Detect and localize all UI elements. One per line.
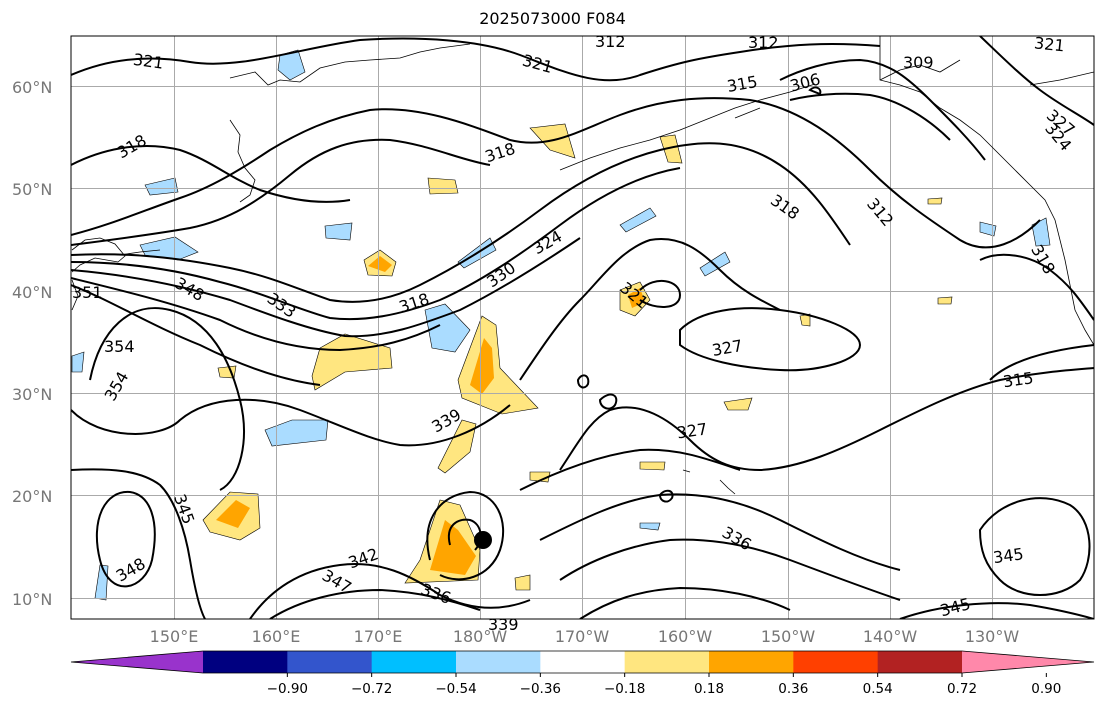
colorbar-tick-label: 0.18 (694, 681, 724, 697)
colorbar-tick-label: −0.36 (520, 681, 561, 697)
colorbar-extend-max (962, 651, 1094, 673)
shade-patch-blue (424, 303, 471, 353)
contour-label: 327 (676, 419, 709, 442)
lat-label: 30°N (12, 385, 52, 404)
colorbar-tick-label: 0.72 (947, 681, 977, 697)
colorbar-tick-label: −0.72 (351, 681, 392, 697)
colorbar-segment (540, 651, 626, 673)
lon-label: 140°W (863, 627, 918, 646)
shade-patch-orange (430, 520, 476, 575)
shade-patch-orange (628, 288, 645, 308)
lon-label: 160°W (658, 627, 713, 646)
lon-label: 180°W (453, 627, 508, 646)
shade-patch-yellow (659, 134, 683, 164)
colorbar-tick-label: 0.54 (863, 681, 893, 697)
latitude-labels: 60°N 50°N 40°N 30°N 20°N 10°N (12, 78, 52, 609)
colorbar-outline (70, 650, 1095, 674)
shade-patch-blue (277, 49, 306, 81)
colorbar-segment (709, 651, 794, 673)
contour-label: 321 (132, 50, 165, 73)
shade-patch-blue (139, 236, 199, 261)
colorbar (70, 650, 1095, 674)
contour-label: 339 (488, 615, 519, 634)
shade-patch-blue (619, 207, 657, 233)
colorbar-tick-label: 0.90 (1031, 681, 1061, 697)
colorbar-tick-label: −0.90 (267, 681, 308, 697)
shade-patch-blue (144, 177, 179, 196)
colorbar-segment (287, 651, 373, 673)
shade-patch-blue (71, 351, 85, 373)
lat-label: 10°N (12, 590, 52, 609)
colorbar-segment (877, 651, 963, 673)
colorbar-segment (456, 651, 541, 673)
shade-patch-blue (639, 522, 661, 531)
contour-label: 312 (595, 32, 626, 51)
shade-patch-yellow (514, 574, 531, 591)
lat-label: 60°N (12, 78, 52, 97)
shade-patch-yellow (639, 461, 666, 471)
contour-label: 354 (104, 337, 135, 356)
lon-label: 150°E (150, 627, 199, 646)
shade-patch-yellow (427, 177, 459, 195)
contour-label: 321 (1033, 33, 1065, 55)
shade-patch-yellow (529, 471, 551, 483)
contour-label: 309 (903, 53, 934, 72)
colorbar-segment (793, 651, 879, 673)
longitude-labels: 150°E 160°E 170°E 180°W 170°W 160°W 150°… (150, 627, 1020, 646)
lon-label: 150°W (761, 627, 816, 646)
graticule (71, 36, 1094, 619)
contour-lines (71, 36, 1094, 619)
lat-label: 40°N (12, 283, 52, 302)
colorbar-tick-label: 0.36 (778, 681, 808, 697)
map-title: 2025073000 F084 (479, 9, 626, 28)
lon-label: 160°E (252, 627, 301, 646)
shade-patch-yellow (723, 397, 753, 411)
shade-patch-orange (216, 500, 250, 528)
map-frame (70, 35, 1095, 620)
shade-patch-blue (1031, 217, 1051, 247)
lon-label: 130°W (965, 627, 1020, 646)
colorbar-tick-label: −0.54 (435, 681, 476, 697)
contour-label: 312 (748, 33, 779, 52)
contour-labels: 321 312 312 321 315 306 309 321 318 318 … (72, 32, 1079, 634)
shade-patch-yellow (937, 296, 953, 305)
colorbar-segment (203, 651, 288, 673)
shade-patch-orange (470, 338, 494, 394)
storm-center-marker (474, 531, 492, 549)
lat-label: 50°N (12, 180, 52, 199)
shade-patch-blue (324, 222, 353, 241)
colorbar-ticks: −0.90 −0.72 −0.54 −0.36 −0.18 0.18 0.36 0.54 0.7… (267, 673, 1061, 697)
colorbar-tick-label: −0.18 (604, 681, 645, 697)
contour-label: 315 (1002, 368, 1035, 391)
lon-label: 170°E (354, 627, 403, 646)
shade-patch-orange (368, 256, 392, 272)
colorbar-extend-min (71, 651, 203, 673)
shade-patch-yellow (927, 197, 943, 205)
colorbar-segment (371, 651, 457, 673)
shade-patch-blue (264, 419, 329, 447)
lat-label: 20°N (12, 487, 52, 506)
contour-label: 351 (72, 283, 103, 302)
colorbar-segment (624, 651, 710, 673)
lon-label: 170°W (555, 627, 610, 646)
contour-label: 345 (992, 544, 1025, 567)
